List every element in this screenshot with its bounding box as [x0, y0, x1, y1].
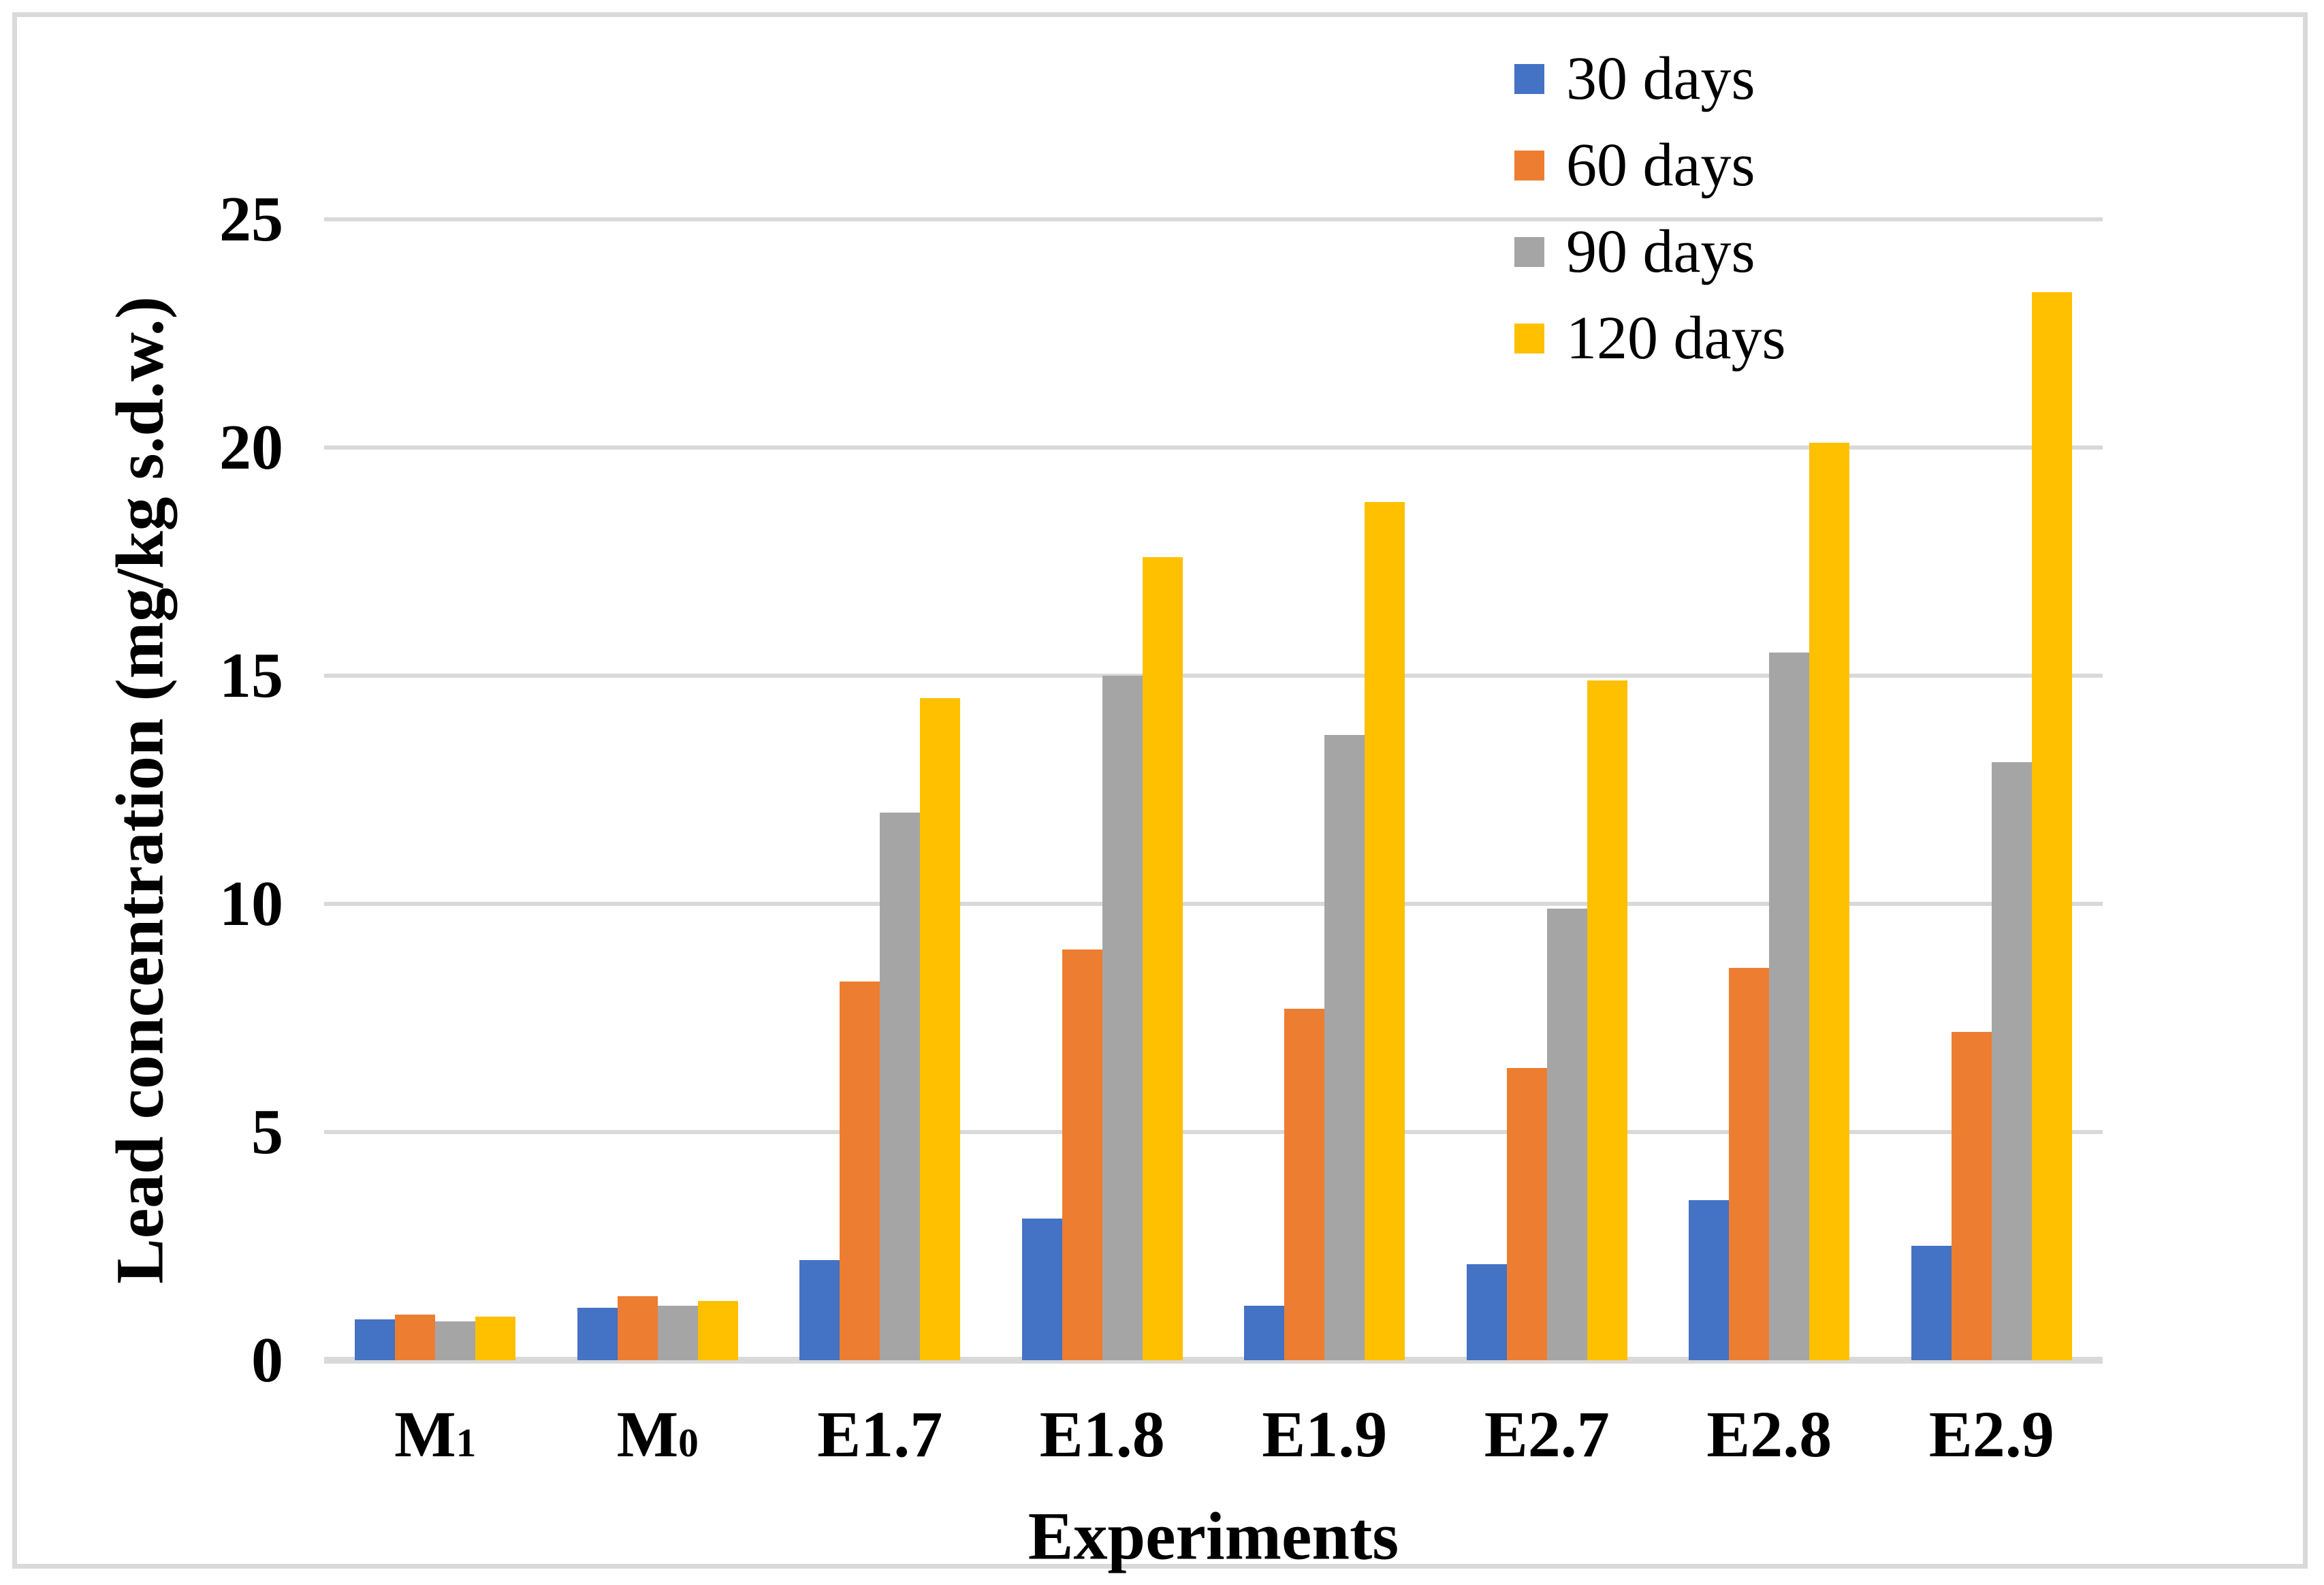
x-category-label-E2.8: E2.8 — [1706, 1398, 1832, 1471]
legend-swatch-icon — [1514, 150, 1544, 181]
y-tick-label-20: 20 — [219, 412, 283, 483]
x-category-label-E2.9: E2.9 — [1928, 1398, 2054, 1471]
gridline-y-15 — [324, 674, 2103, 678]
legend-item-90-days: 90 days — [1514, 208, 1785, 295]
bar-60-days-M0 — [618, 1296, 658, 1360]
bar-120-days-E1.9 — [1365, 502, 1405, 1360]
gridline-y-5 — [324, 1130, 2103, 1134]
legend: 30 days 60 days 90 days 120 days — [1514, 35, 1785, 381]
bar-120-days-E1.8 — [1143, 557, 1183, 1360]
bar-120-days-M1 — [475, 1317, 515, 1360]
bar-90-days-M1 — [435, 1321, 475, 1360]
bar-120-days-M0 — [698, 1301, 738, 1360]
bar-90-days-E2.8 — [1769, 653, 1809, 1360]
legend-label: 60 days — [1566, 131, 1755, 199]
figure-border — [12, 12, 2308, 1569]
bar-90-days-E2.9 — [1992, 762, 2032, 1360]
legend-item-60-days: 60 days — [1514, 122, 1785, 208]
bar-120-days-E1.7 — [920, 698, 960, 1360]
bar-30-days-E2.7 — [1467, 1264, 1507, 1360]
gridline-y-10 — [324, 902, 2103, 906]
legend-label: 120 days — [1566, 304, 1786, 372]
x-category-label-E2.7: E2.7 — [1484, 1398, 1610, 1471]
bar-60-days-E2.8 — [1729, 968, 1769, 1360]
y-tick-label-10: 10 — [219, 868, 283, 939]
bar-120-days-E2.8 — [1809, 443, 1849, 1360]
bar-30-days-E1.9 — [1244, 1306, 1284, 1360]
bar-60-days-M1 — [395, 1315, 435, 1360]
x-category-subscript-M0: 0 — [678, 1420, 699, 1465]
legend-item-30-days: 30 days — [1514, 35, 1785, 122]
legend-label: 30 days — [1566, 44, 1755, 112]
x-category-label-E1.8: E1.8 — [1039, 1398, 1165, 1471]
bar-30-days-E2.8 — [1689, 1200, 1729, 1360]
bar-30-days-M0 — [577, 1308, 618, 1360]
legend-swatch-icon — [1514, 63, 1544, 94]
bar-60-days-E1.9 — [1284, 1009, 1324, 1360]
bar-60-days-E1.7 — [840, 982, 880, 1360]
x-category-label-M1: M1 — [394, 1398, 477, 1471]
bar-30-days-E1.7 — [799, 1260, 840, 1360]
y-tick-label-15: 15 — [219, 640, 283, 711]
bar-60-days-E1.8 — [1062, 950, 1102, 1360]
x-axis-line — [324, 1357, 2103, 1364]
legend-item-120-days: 120 days — [1514, 295, 1785, 381]
gridline-y-20 — [324, 445, 2103, 450]
gridline-y-25 — [324, 217, 2103, 221]
legend-label: 90 days — [1566, 217, 1755, 285]
x-category-subscript-M1: 1 — [456, 1420, 477, 1465]
x-category-label-E1.7: E1.7 — [817, 1398, 943, 1471]
bar-120-days-E2.9 — [2032, 292, 2072, 1360]
bar-30-days-E2.9 — [1911, 1246, 1952, 1360]
legend-swatch-icon — [1514, 323, 1544, 354]
bar-60-days-E2.9 — [1952, 1032, 1992, 1360]
bar-90-days-E1.9 — [1324, 735, 1365, 1360]
bar-30-days-E1.8 — [1022, 1219, 1062, 1360]
bar-30-days-M1 — [355, 1319, 395, 1360]
bar-90-days-E2.7 — [1547, 909, 1587, 1360]
bar-90-days-E1.7 — [880, 813, 920, 1360]
y-tick-label-25: 25 — [219, 184, 283, 255]
bar-60-days-E2.7 — [1507, 1068, 1547, 1360]
legend-swatch-icon — [1514, 236, 1544, 267]
bar-90-days-M0 — [658, 1306, 698, 1360]
bar-120-days-E2.7 — [1587, 680, 1627, 1360]
x-category-label-E1.9: E1.9 — [1262, 1398, 1388, 1471]
y-tick-label-0: 0 — [251, 1325, 283, 1396]
x-category-label-M0: M0 — [616, 1398, 699, 1471]
bar-90-days-E1.8 — [1102, 676, 1143, 1360]
y-tick-label-5: 5 — [251, 1097, 283, 1167]
x-axis-title: Experiments — [1028, 1498, 1399, 1574]
